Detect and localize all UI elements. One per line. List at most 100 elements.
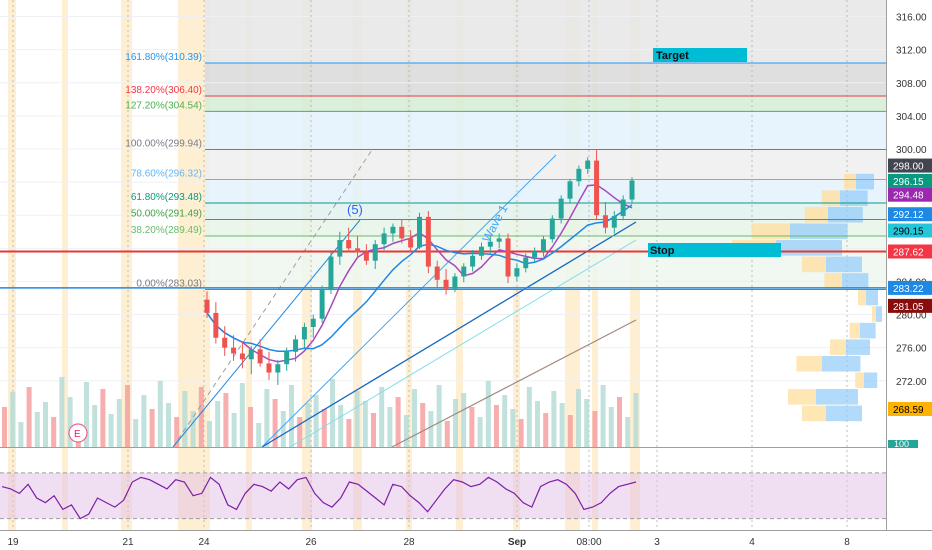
- price-tick: 272.00: [896, 377, 927, 388]
- price-tick: 276.00: [896, 344, 927, 355]
- candle-body: [319, 289, 325, 319]
- candle-body: [576, 168, 582, 182]
- candle-body: [239, 353, 245, 360]
- volume-bar: [461, 393, 467, 447]
- volume-bar: [395, 397, 401, 447]
- profile-bar: [826, 405, 862, 422]
- volume-bar: [535, 401, 540, 447]
- fib-zone: [205, 219, 886, 236]
- candle-body: [487, 241, 493, 247]
- trend-line-brown: [391, 319, 637, 448]
- rsi-band: [0, 472, 886, 519]
- volume-bar: [420, 403, 426, 447]
- volume-bar: [2, 407, 7, 447]
- profile-bar: [830, 339, 846, 355]
- candle-body: [532, 251, 538, 258]
- trend-line: [261, 221, 637, 448]
- time-axis[interactable]: 19 21 24 26 28 Sep 08:00 3 4 8: [0, 530, 932, 550]
- candle-body: [567, 181, 573, 199]
- volume-bar: [526, 387, 532, 447]
- candle-body: [496, 238, 502, 242]
- price-badge: [888, 244, 932, 259]
- candle-body: [620, 199, 626, 217]
- stop-box[interactable]: [648, 243, 781, 257]
- candle-body: [470, 255, 476, 267]
- volume-bar: [551, 391, 557, 447]
- price-badge-text: 296.15: [893, 177, 924, 188]
- time-tick: 21: [122, 537, 134, 548]
- volume-bar: [617, 397, 622, 447]
- time-tick: 3: [654, 537, 660, 548]
- target-label: Target: [656, 50, 689, 62]
- price-tick: 308.00: [896, 79, 927, 90]
- volume-bar: [379, 387, 385, 447]
- volume-bar: [592, 411, 598, 447]
- price-axis[interactable]: 316.00312.00308.00304.00300.00296.00292.…: [886, 0, 932, 550]
- price-badge-text: 294.48: [893, 191, 924, 202]
- volume-bar: [436, 385, 442, 447]
- time-axis-bg: [0, 530, 932, 550]
- price-tick: 316.00: [896, 13, 927, 24]
- fib-zone: [205, 179, 886, 203]
- time-tick: 28: [403, 537, 415, 548]
- candle-body: [602, 215, 608, 228]
- fib-label: 50.00%(291.49): [131, 208, 202, 219]
- price-badge-text: 290.15: [893, 227, 924, 238]
- volume-bar: [67, 397, 73, 447]
- price-badge: [888, 207, 932, 222]
- candle-body: [434, 266, 440, 280]
- volume-bar: [412, 389, 417, 447]
- candle-body: [275, 364, 281, 373]
- time-tick: 08:00: [576, 537, 601, 548]
- volume-bar: [362, 401, 368, 447]
- volume-bars: [2, 377, 639, 447]
- volume-bar: [84, 382, 89, 447]
- volume-bar: [625, 417, 631, 447]
- trend-line-cyan: [289, 239, 637, 448]
- candle-body: [284, 351, 290, 365]
- profile-bar: [804, 206, 828, 223]
- volume-bar: [510, 409, 516, 447]
- profile-bar: [802, 405, 826, 422]
- price-badge-text: 292.12: [893, 210, 924, 221]
- volume-bar: [125, 385, 130, 447]
- profile-bar: [828, 206, 863, 223]
- fib-label: 161.80%(310.39): [125, 52, 202, 63]
- volume-bar: [133, 419, 139, 447]
- volume-bar: [518, 419, 524, 447]
- price-badge: [888, 173, 932, 188]
- candle-body: [213, 312, 219, 338]
- profile-bar: [824, 273, 842, 289]
- fib-label: 127.20%(304.54): [125, 100, 202, 111]
- price-tick: 304.00: [896, 112, 927, 123]
- candle-body: [443, 279, 449, 289]
- volume-bar: [297, 417, 303, 447]
- candle-body: [461, 266, 467, 277]
- volume-bar: [567, 415, 573, 447]
- target-box[interactable]: [653, 48, 747, 62]
- time-tick: 8: [844, 537, 850, 548]
- volume-bar: [231, 413, 237, 447]
- volume-bar: [239, 383, 245, 447]
- fib-zone: [205, 96, 886, 112]
- candle-body: [540, 239, 546, 252]
- earnings-marker[interactable]: [68, 423, 88, 443]
- profile-bar: [790, 223, 848, 240]
- volume-bar: [59, 377, 65, 447]
- candle-body: [293, 339, 299, 352]
- candle-body: [399, 226, 405, 239]
- profile-bar: [822, 355, 861, 372]
- candle-body: [363, 252, 369, 261]
- fib-lines: [205, 62, 886, 290]
- volume-bar: [256, 423, 262, 447]
- volume-bar: [608, 407, 614, 447]
- volume-bar: [198, 387, 204, 447]
- profile-bar: [849, 322, 860, 339]
- profile-bar: [802, 256, 826, 273]
- candle-body: [204, 299, 210, 313]
- session-stripe: [121, 0, 132, 530]
- volume-bar: [469, 407, 475, 447]
- candle-body: [390, 226, 396, 234]
- candle-body: [585, 160, 591, 169]
